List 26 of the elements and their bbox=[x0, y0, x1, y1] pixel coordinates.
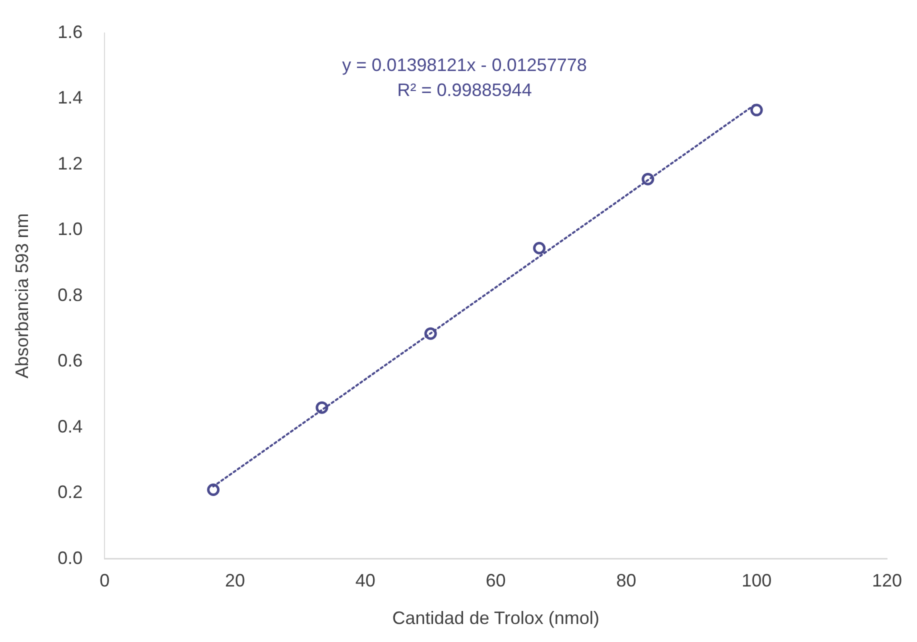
y-tick-label: 0.0 bbox=[58, 548, 83, 568]
point bbox=[642, 172, 654, 186]
y-tick-label: 1.0 bbox=[58, 219, 83, 240]
y-tick-label: 0.2 bbox=[58, 482, 83, 502]
y-axis-title: Absorbancia 593 nm bbox=[12, 213, 32, 378]
point bbox=[207, 484, 220, 496]
point bbox=[316, 401, 328, 414]
point bbox=[424, 327, 437, 340]
y-tick-label: 0.6 bbox=[58, 350, 83, 371]
annotation: y = 0.01398121x - 0.01257778 bbox=[342, 54, 587, 75]
y-tick-label: 1.2 bbox=[58, 153, 83, 174]
x-tick-label: 0 bbox=[100, 570, 110, 591]
x-tick-label: 40 bbox=[355, 570, 376, 591]
y-tick-label: 1.6 bbox=[58, 22, 83, 42]
y-tick-label: 1.4 bbox=[58, 88, 83, 108]
y-tick-label: 0.4 bbox=[58, 416, 83, 436]
x-tick-label: 120 bbox=[872, 570, 902, 591]
x-tick-label: 100 bbox=[742, 570, 772, 591]
y-tick-label: 0.8 bbox=[58, 284, 83, 305]
annotation: R² = 0.99885944 bbox=[397, 80, 532, 100]
x-axis-title: Cantidad de Trolox (nmol) bbox=[392, 608, 600, 628]
x-tick-label: 80 bbox=[616, 570, 636, 591]
point bbox=[750, 104, 763, 116]
x-tick-label: 60 bbox=[486, 570, 506, 591]
x-tick-label: 20 bbox=[225, 570, 246, 591]
point bbox=[533, 242, 546, 254]
